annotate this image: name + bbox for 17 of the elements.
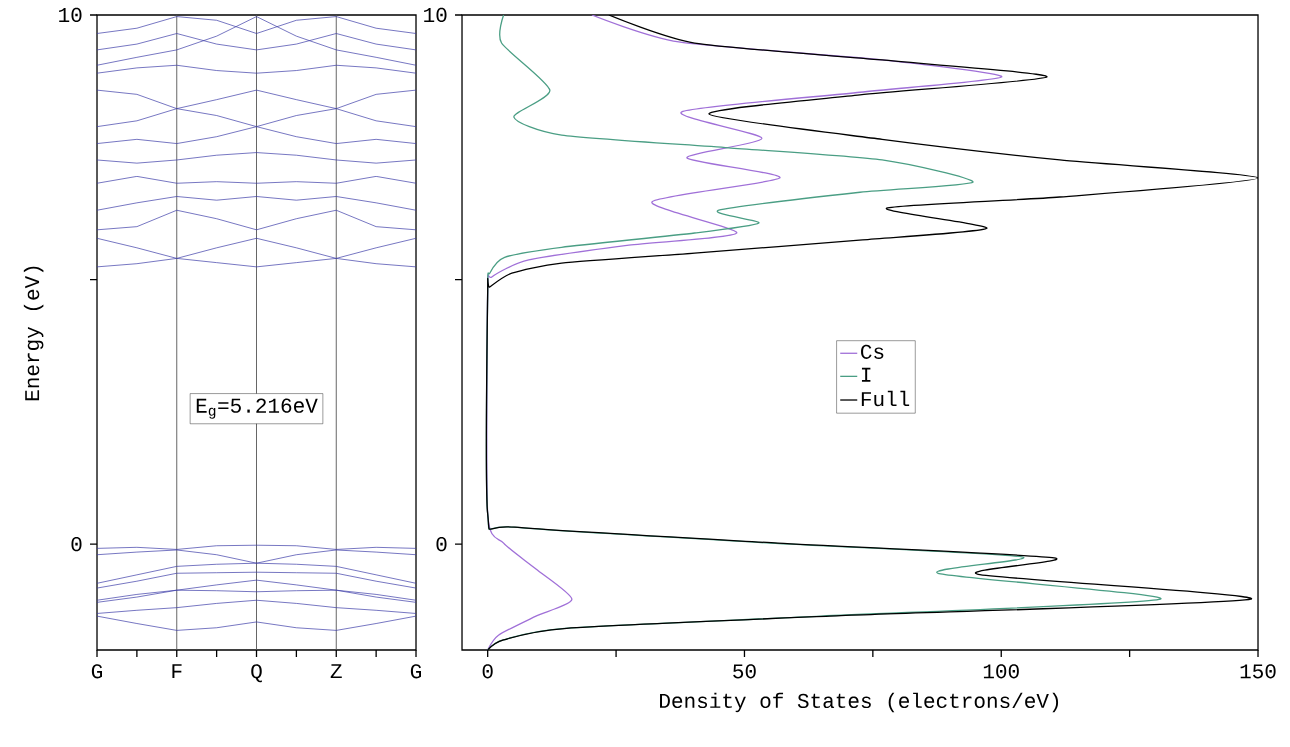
x-axis-title: Density of States (electrons/eV) — [660, 692, 1059, 713]
x-tick-label: Q — [251, 664, 262, 683]
x-tick-label: 150 — [1240, 664, 1276, 679]
legend-label: I — [861, 367, 871, 382]
legend-label: Full — [861, 390, 910, 407]
x-tick-label: 100 — [983, 664, 1019, 679]
x-tick-label: G — [410, 664, 422, 679]
y-tick-label: 10 — [424, 7, 447, 23]
annotation: E$_{g}$=5.216eV — [196, 398, 318, 419]
x-tick-label: Z — [330, 664, 342, 679]
x-tick-label: G — [91, 664, 103, 679]
y-axis-title: Energy (eV) — [23, 266, 44, 401]
x-tick-label: F — [172, 664, 182, 679]
x-tick-label: 0 — [482, 664, 493, 679]
x-tick-label: 50 — [733, 664, 756, 679]
legend-label: Cs — [861, 344, 884, 359]
y-tick-label: 10 — [59, 7, 82, 23]
